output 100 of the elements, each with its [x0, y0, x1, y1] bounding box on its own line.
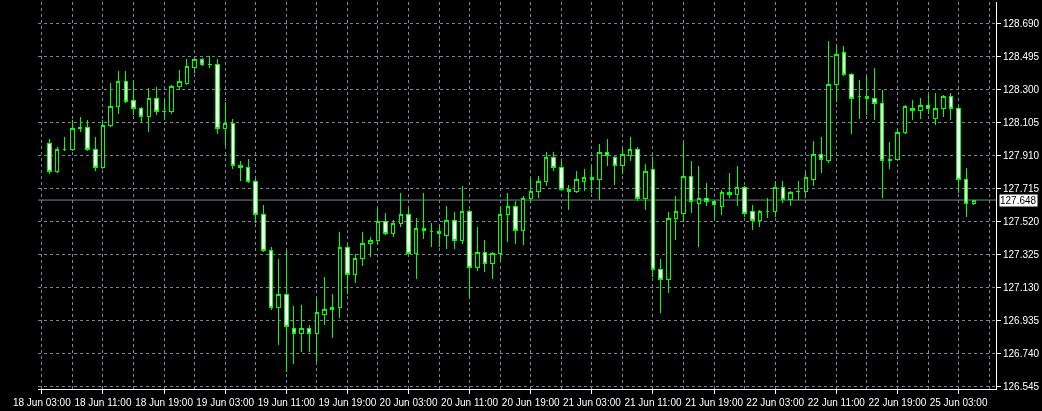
candlestick [291, 305, 297, 365]
x-tick-label: 25 Jun 03:00 [929, 397, 988, 408]
candlestick [475, 226, 480, 272]
candlestick [627, 136, 633, 162]
y-tick-label: 127.520 [1003, 216, 1040, 228]
candlestick [100, 119, 106, 170]
candlestick [497, 205, 503, 262]
candlestick [849, 72, 854, 135]
candlestick [681, 141, 686, 223]
candlestick [834, 45, 839, 103]
candlestick [238, 160, 243, 182]
candlestick [933, 92, 938, 126]
candlestick [421, 192, 427, 240]
candlestick [177, 69, 182, 91]
candlestick [375, 207, 381, 246]
candlestick [750, 204, 755, 231]
candlestick [268, 246, 274, 311]
x-tick-label: 19 Jun 19:00 [318, 397, 377, 408]
candlestick [757, 209, 763, 228]
candlestick [772, 180, 778, 218]
candlestick [62, 136, 67, 152]
candlestick [566, 184, 572, 211]
candlestick [85, 119, 90, 152]
candlestick [902, 104, 908, 135]
candlestick [115, 70, 121, 115]
candlestick [551, 151, 556, 172]
candlestick [337, 231, 342, 319]
x-tick-label: 22 Jun 03:00 [746, 397, 805, 408]
candlestick [146, 87, 152, 133]
candlestick [429, 222, 434, 248]
candlestick [383, 212, 388, 236]
candlestick [261, 204, 266, 253]
candlestick [108, 82, 113, 128]
candlestick [612, 155, 618, 186]
candlestick [490, 251, 495, 280]
candlestick [688, 160, 694, 214]
candlestick [230, 118, 236, 170]
y-tick-label: 126.740 [1003, 348, 1040, 360]
x-tick-label: 19 Jun 03:00 [196, 397, 255, 408]
x-tick-label: 21 Jun 11:00 [624, 397, 682, 408]
candlestick [711, 199, 717, 221]
y-tick-label: 127.325 [1003, 249, 1040, 261]
candlestick [895, 128, 900, 162]
candlestick [635, 146, 640, 202]
candlestick [360, 231, 365, 267]
candlestick [536, 175, 541, 199]
candlestick [734, 165, 740, 207]
y-tick-label: 128.690 [1003, 18, 1040, 30]
candlestick [436, 224, 442, 248]
candlestick [589, 165, 595, 194]
candlestick [123, 70, 129, 104]
x-tick-label: 20 Jun 11:00 [441, 397, 499, 408]
candlestick [597, 143, 602, 201]
candlestick [727, 172, 732, 199]
candlestick [314, 297, 320, 363]
ref-line-label: 127.648 [1000, 195, 1037, 206]
x-tick-label: 22 Jun 11:00 [807, 397, 866, 408]
candlestick [780, 180, 786, 204]
x-tick-label: 18 Jun 19:00 [135, 397, 194, 408]
y-tick-label: 127.715 [1003, 183, 1040, 195]
candlestick [444, 205, 449, 250]
candlestick [391, 219, 396, 238]
candlestick [299, 304, 304, 353]
candlestick [673, 195, 679, 241]
candlestick [222, 101, 228, 147]
candlestick [131, 80, 136, 116]
candlestick [215, 58, 220, 135]
candlestick [452, 211, 457, 250]
candlestick [154, 86, 159, 116]
candlestick [467, 209, 472, 299]
candlestick [864, 75, 870, 116]
candlestick [857, 79, 862, 120]
candlestick [505, 192, 511, 243]
candlestick [658, 258, 663, 314]
candlestick [352, 253, 358, 284]
candlestick [826, 40, 831, 164]
x-tick-label: 19 Jun 11:00 [257, 397, 316, 408]
candlestick [93, 136, 98, 172]
candlestick [398, 192, 404, 228]
candlestick [650, 156, 656, 278]
candlestick [719, 189, 724, 216]
candlestick [47, 138, 52, 175]
candlestick [322, 276, 327, 326]
candlestick [207, 55, 213, 69]
candlestick [459, 185, 465, 245]
candlestick [818, 136, 824, 174]
candlestick [910, 99, 915, 121]
candlestick [696, 165, 702, 248]
candlestick [704, 182, 709, 207]
x-tick-label: 22 Jun 19:00 [868, 397, 927, 408]
candlestick [742, 185, 747, 218]
y-tick-label: 128.300 [1003, 84, 1040, 96]
candlestick [918, 97, 923, 120]
candlestick [643, 163, 648, 211]
candlestick [513, 200, 518, 245]
candlestick [559, 160, 564, 192]
candlestick [666, 211, 671, 294]
x-tick-label: 18 Jun 11:00 [74, 397, 132, 408]
candlestick [765, 197, 770, 219]
candlestick [956, 106, 961, 194]
